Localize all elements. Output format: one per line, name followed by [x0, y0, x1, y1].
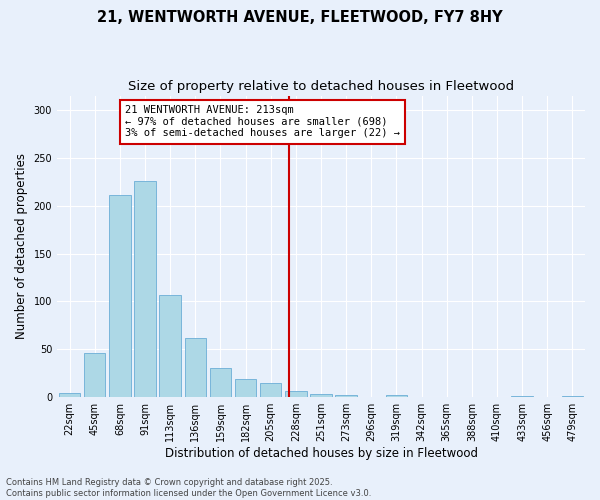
- Bar: [562, 396, 583, 397]
- Bar: [285, 392, 307, 397]
- X-axis label: Distribution of detached houses by size in Fleetwood: Distribution of detached houses by size …: [164, 447, 478, 460]
- Y-axis label: Number of detached properties: Number of detached properties: [15, 154, 28, 340]
- Bar: [260, 383, 281, 397]
- Bar: [335, 396, 357, 397]
- Bar: [185, 338, 206, 397]
- Bar: [310, 394, 332, 397]
- Text: 21, WENTWORTH AVENUE, FLEETWOOD, FY7 8HY: 21, WENTWORTH AVENUE, FLEETWOOD, FY7 8HY: [97, 10, 503, 25]
- Text: 21 WENTWORTH AVENUE: 213sqm
← 97% of detached houses are smaller (698)
3% of sem: 21 WENTWORTH AVENUE: 213sqm ← 97% of det…: [125, 105, 400, 138]
- Bar: [511, 396, 533, 397]
- Bar: [235, 379, 256, 397]
- Bar: [210, 368, 231, 397]
- Bar: [160, 294, 181, 397]
- Title: Size of property relative to detached houses in Fleetwood: Size of property relative to detached ho…: [128, 80, 514, 93]
- Bar: [386, 396, 407, 397]
- Text: Contains HM Land Registry data © Crown copyright and database right 2025.
Contai: Contains HM Land Registry data © Crown c…: [6, 478, 371, 498]
- Bar: [134, 181, 156, 397]
- Bar: [59, 394, 80, 397]
- Bar: [84, 353, 106, 397]
- Bar: [109, 195, 131, 397]
